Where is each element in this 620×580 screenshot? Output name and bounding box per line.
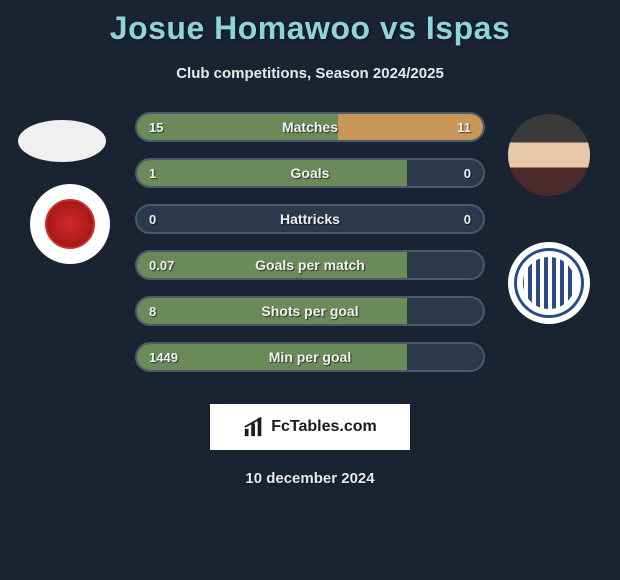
stat-row: 0Hattricks0	[135, 204, 485, 234]
player-left-club-badge	[30, 184, 110, 264]
stat-row: 15Matches11	[135, 112, 485, 142]
stat-label: Goals	[137, 160, 483, 186]
player-face-icon	[508, 114, 590, 196]
stat-value-right: 11	[457, 114, 471, 140]
stat-label: Matches	[137, 114, 483, 140]
infographic-date: 10 december 2024	[0, 470, 620, 487]
stat-value-right: 0	[464, 206, 471, 232]
stat-row: 1Goals0	[135, 158, 485, 188]
stat-value-right: 0	[464, 160, 471, 186]
branding-text: FcTables.com	[271, 418, 377, 436]
player-left-photo	[18, 120, 106, 162]
stat-bars: 15Matches111Goals00Hattricks00.07Goals p…	[135, 112, 485, 372]
stat-label: Min per goal	[137, 344, 483, 370]
branding-box: FcTables.com	[210, 404, 410, 450]
stat-row: 0.07Goals per match	[135, 250, 485, 280]
stat-label: Shots per goal	[137, 298, 483, 324]
stat-row: 8Shots per goal	[135, 296, 485, 326]
player-right-photo	[508, 114, 590, 196]
comparison-title: Josue Homawoo vs Ispas	[0, 10, 620, 47]
infographic-container: Josue Homawoo vs Ispas Club competitions…	[0, 0, 620, 487]
fctables-logo-icon	[243, 416, 265, 438]
stats-area: 15Matches111Goals00Hattricks00.07Goals p…	[0, 112, 620, 392]
player-right-club-badge	[508, 242, 590, 324]
club-badge-icon	[517, 251, 581, 315]
club-badge-icon	[42, 196, 98, 252]
stat-row: 1449Min per goal	[135, 342, 485, 372]
comparison-subtitle: Club competitions, Season 2024/2025	[0, 65, 620, 82]
stat-label: Hattricks	[137, 206, 483, 232]
stat-label: Goals per match	[137, 252, 483, 278]
